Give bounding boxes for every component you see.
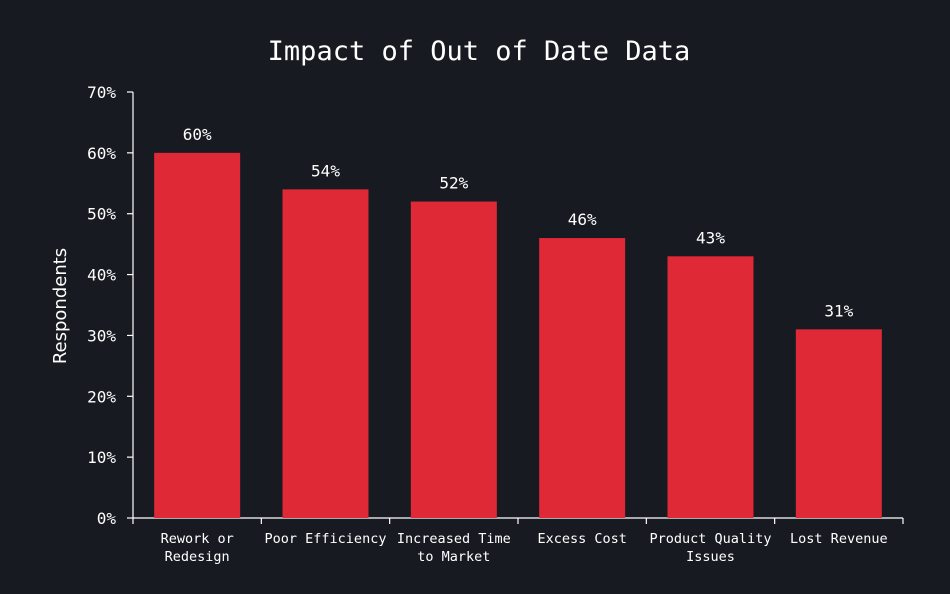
bar [795, 329, 882, 518]
data-label: 43% [696, 228, 725, 247]
y-tick-label: 0% [97, 509, 117, 528]
data-label: 54% [311, 161, 340, 180]
bar [282, 189, 369, 518]
y-tick-label: 60% [87, 144, 116, 163]
y-tick-label: 50% [87, 205, 116, 224]
y-tick-label: 10% [87, 448, 116, 467]
y-tick-label: 40% [87, 266, 116, 285]
x-tick-label: Lost Revenue [790, 531, 888, 547]
x-tick-label: Excess Cost [537, 531, 626, 547]
data-label: 31% [824, 301, 853, 320]
data-label: 52% [439, 174, 468, 193]
bar [667, 256, 754, 518]
x-tick-label: Poor Efficiency [265, 531, 387, 547]
y-tick-label: 20% [87, 387, 116, 406]
y-tick-label: 30% [87, 326, 116, 345]
y-tick-label: 70% [87, 83, 116, 102]
bar [154, 152, 241, 518]
x-tick-label: Increased Time to Market [397, 531, 511, 565]
data-label: 46% [568, 210, 597, 229]
chart-title: Impact of Out of Date Data [268, 36, 691, 67]
bar [539, 238, 626, 519]
bar [410, 201, 497, 519]
x-tick-label: Product Quality Issues [650, 531, 772, 565]
y-axis-title: Respondents [50, 248, 71, 364]
data-label: 60% [183, 125, 212, 144]
x-tick-label: Rework or Redesign [161, 531, 234, 565]
plot-area: 0% 10% 20% 30% 40% 50% 60% 70% 60% Rework or Redes… [87, 83, 904, 565]
